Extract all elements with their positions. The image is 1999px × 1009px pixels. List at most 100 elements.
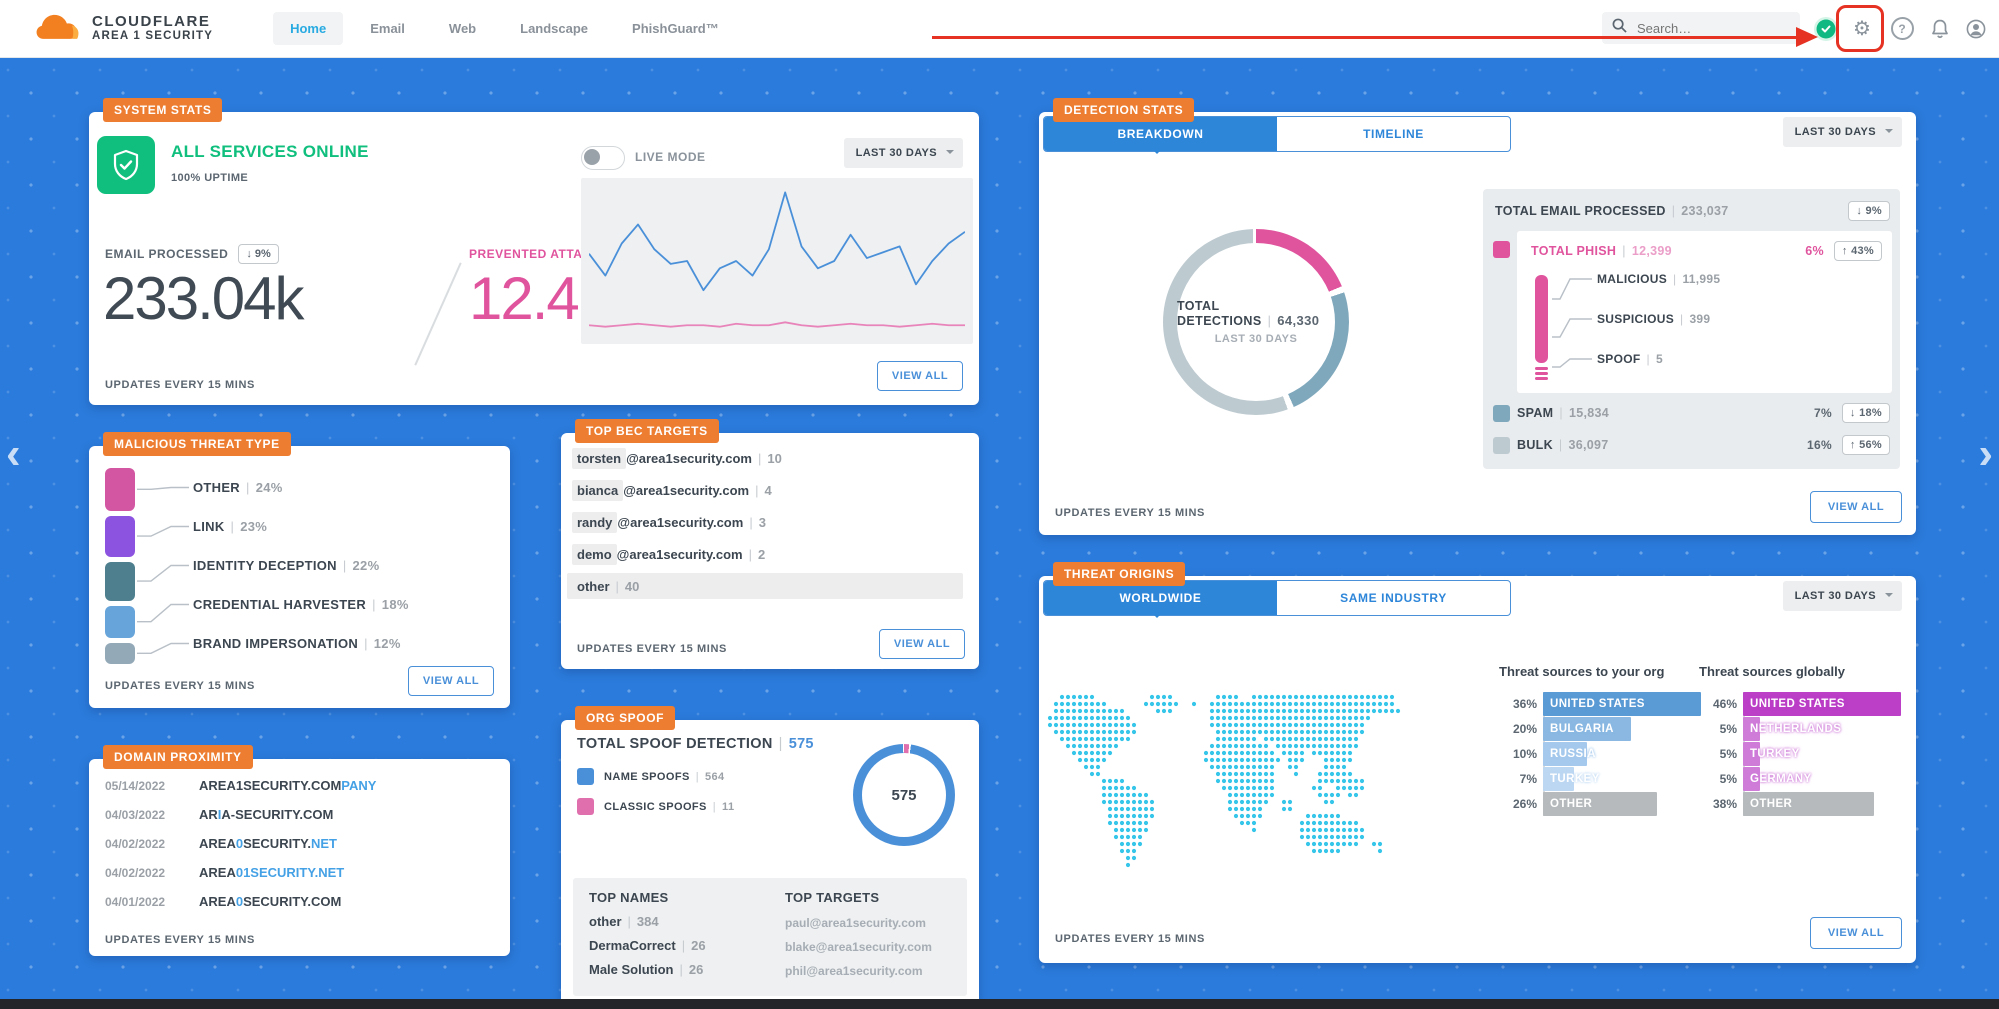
threat-type-segment xyxy=(105,468,135,511)
threat-origin-row: 38% OTHER xyxy=(1699,792,1901,816)
live-mode-toggle[interactable] xyxy=(581,146,625,170)
services-status-text: ALL SERVICES ONLINE xyxy=(171,142,369,161)
cloudflare-logo[interactable]: CLOUDFLARE AREA 1 SECURITY xyxy=(36,10,213,47)
bec-target-row[interactable]: demo @area1security.com | 2 xyxy=(572,541,963,567)
total-phish-row: TOTAL PHISH | 12,399 6% ↑ 43% xyxy=(1531,241,1882,261)
top-targets-title: TOP TARGETS xyxy=(785,890,880,905)
divider xyxy=(414,262,462,366)
threat-type-row: CREDENTIAL HARVESTER | 18% xyxy=(193,597,409,612)
phish-pct: 6% xyxy=(1805,244,1824,258)
system-stats-card: SYSTEM STATS ALL SERVICES ONLINE 100% UP… xyxy=(89,98,979,405)
origin-country-label: UNITED STATES xyxy=(1550,698,1645,710)
card-badge: TOP BEC TARGETS xyxy=(575,419,719,443)
bulk-pct: 16% xyxy=(1807,438,1832,452)
origin-pct: 5% xyxy=(1719,747,1737,761)
date-range-dropdown[interactable]: LAST 30 DAYS xyxy=(843,138,963,168)
card-badge: MALICIOUS THREAT TYPE xyxy=(103,432,291,456)
bec-target-row[interactable]: bianca @area1security.com | 4 xyxy=(572,477,963,503)
updates-note: UPDATES EVERY 15 MINS xyxy=(1055,507,1205,519)
origin-pct: 46% xyxy=(1712,697,1737,711)
email-processed-label: EMAIL PROCESSED xyxy=(105,247,229,261)
origin-pct: 20% xyxy=(1512,722,1537,736)
nav-item-landscape[interactable]: Landscape xyxy=(520,21,589,36)
origin-bar: UNITED STATES xyxy=(1543,692,1701,716)
carousel-next-arrow[interactable]: › xyxy=(1978,429,1993,478)
nav-item-email[interactable]: Email xyxy=(370,21,405,36)
prevented-attacks-label: PREVENTED ATTACKS xyxy=(469,247,610,261)
user-account-icon[interactable] xyxy=(1962,0,1990,57)
origin-pct: 26% xyxy=(1512,797,1537,811)
nav-item-web[interactable]: Web xyxy=(448,21,477,36)
bec-target-row-other[interactable]: other | 40 xyxy=(567,573,963,599)
view-all-button[interactable]: VIEW ALL xyxy=(877,361,963,391)
tab-worldwide[interactable]: WORLDWIDE xyxy=(1044,581,1277,615)
domain-row[interactable]: 04/01/2022 AREA 0 SECURITY.COM xyxy=(105,894,342,909)
notifications-bell-icon[interactable] xyxy=(1926,0,1954,57)
threat-origin-row: 10% RUSSIA xyxy=(1499,742,1701,766)
bulk-swatch xyxy=(1493,437,1510,454)
spoof-row: SPOOF | 5 xyxy=(1597,352,1663,366)
updates-note: UPDATES EVERY 15 MINS xyxy=(105,379,255,391)
bulk-delta-badge: ↑ 56% xyxy=(1841,435,1890,455)
nav-item-home[interactable]: Home xyxy=(273,12,344,45)
global-threat-sources-list: 46% UNITED STATES 5% NETHERLANDS 5% TURKEY 5% G… xyxy=(1699,692,1901,816)
origin-pct: 5% xyxy=(1719,722,1737,736)
origin-bar: TURKEY xyxy=(1743,742,1799,766)
origin-country-label: OTHER xyxy=(1750,798,1793,810)
view-all-button[interactable]: VIEW ALL xyxy=(879,629,965,659)
bec-target-row[interactable]: randy @area1security.com | 3 xyxy=(572,509,963,535)
threat-origins-card: THREAT ORIGINS WORLDWIDE SAME INDUSTRY L… xyxy=(1039,562,1916,963)
domain-row[interactable]: 04/02/2022 AREA 01SECURITY.NET xyxy=(105,865,345,880)
origin-bar: BULGARIA xyxy=(1543,717,1631,741)
view-all-button[interactable]: VIEW ALL xyxy=(1810,491,1902,523)
security-status-icon[interactable] xyxy=(1812,0,1840,57)
origin-bar: TURKEY xyxy=(1543,767,1599,791)
phish-swatch xyxy=(1493,241,1510,258)
help-icon[interactable]: ? xyxy=(1888,0,1916,57)
view-all-button[interactable]: VIEW ALL xyxy=(408,666,494,696)
tab-same-industry[interactable]: SAME INDUSTRY xyxy=(1340,591,1447,605)
phish-bar xyxy=(1535,275,1548,363)
annotation-arrow-line xyxy=(932,36,1798,39)
name-spoofs-legend: NAME SPOOFS | 564 xyxy=(577,768,725,785)
threat-origin-row: 20% BULGARIA xyxy=(1499,717,1701,741)
date-range-dropdown[interactable]: LAST 30 DAYS xyxy=(1782,117,1902,147)
view-all-button[interactable]: VIEW ALL xyxy=(1810,917,1902,949)
threat-type-row: OTHER | 24% xyxy=(193,480,283,495)
carousel-prev-arrow[interactable]: ‹ xyxy=(6,429,21,478)
tab-timeline[interactable]: TIMELINE xyxy=(1363,127,1424,141)
spoof-donut-chart: 575 xyxy=(853,744,955,846)
domain-row[interactable]: 04/02/2022 AREA 0 SECURITY. NET xyxy=(105,836,337,851)
bec-target-row[interactable]: torsten @area1security.com | 10 xyxy=(572,445,963,471)
settings-gear-icon[interactable]: ⚙ xyxy=(1853,18,1871,40)
suspicious-row: SUSPICIOUS | 399 xyxy=(1597,312,1711,326)
origin-country-label: TURKEY xyxy=(1750,748,1800,760)
origin-country-label: NETHERLANDS xyxy=(1750,723,1842,735)
nav-item-phishguard[interactable]: PhishGuard™ xyxy=(632,21,719,36)
search-input[interactable] xyxy=(1635,19,1779,37)
threat-type-row: LINK | 23% xyxy=(193,519,268,534)
detections-donut-chart: TOTAL DETECTIONS | 64,330 LAST 30 DAYS xyxy=(1163,229,1349,415)
top-target-row: phil@area1security.com xyxy=(785,964,923,978)
origin-pct: 38% xyxy=(1712,797,1737,811)
date-range-dropdown[interactable]: LAST 30 DAYS xyxy=(1782,581,1902,611)
live-mode-label: LIVE MODE xyxy=(635,150,706,164)
top-name-row: other | 384 xyxy=(589,914,659,929)
spam-pct: 7% xyxy=(1813,406,1832,420)
top-name-row: DermaCorrect | 26 xyxy=(589,938,706,953)
tab-breakdown[interactable]: BREAKDOWN xyxy=(1044,117,1277,151)
top-target-row: paul@area1security.com xyxy=(785,916,926,930)
updates-note: UPDATES EVERY 15 MINS xyxy=(1055,933,1205,945)
global-sources-title: Threat sources globally xyxy=(1699,664,1845,679)
search-box[interactable] xyxy=(1602,12,1800,44)
total-email-row: TOTAL EMAIL PROCESSED | 233,037 ↓ 9% xyxy=(1495,201,1890,221)
domain-row[interactable]: 05/14/2022 AREA1SECURITY.COM PANY xyxy=(105,778,377,793)
detection-tabs: BREAKDOWN TIMELINE xyxy=(1043,116,1511,152)
top-bec-targets-card: TOP BEC TARGETS torsten @area1security.co… xyxy=(561,419,979,669)
domain-row[interactable]: 04/03/2022 AR I A-SECURITY.COM xyxy=(105,807,334,822)
threat-origin-row: 5% TURKEY xyxy=(1699,742,1901,766)
classic-spoofs-legend: CLASSIC SPOOFS | 11 xyxy=(577,798,734,815)
brand-subname: AREA 1 SECURITY xyxy=(92,30,214,43)
top-names-title: TOP NAMES xyxy=(589,890,669,905)
origin-pct: 10% xyxy=(1512,747,1537,761)
